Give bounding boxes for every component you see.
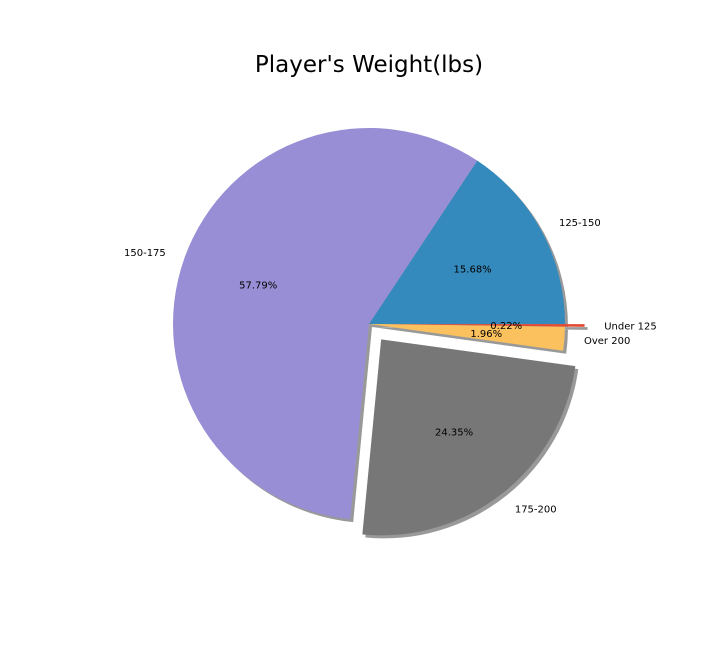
slice-label-under-125: Under 125 — [604, 322, 657, 333]
pct-label-150-175: 57.79% — [239, 281, 277, 292]
pct-label-175-200: 24.35% — [435, 428, 473, 439]
slice-label-150-175: 150-175 — [124, 248, 166, 259]
pct-label-under-125: 0.22% — [490, 321, 522, 332]
slice-150-175 — [172, 127, 478, 520]
pct-label-over-200: 1.96% — [470, 329, 502, 340]
slices — [172, 127, 585, 536]
slice-125-150 — [369, 160, 565, 324]
pct-label-125-150: 15.68% — [454, 264, 492, 275]
slice-label-125-150: 125-150 — [559, 218, 601, 229]
slice-over-200 — [369, 324, 565, 351]
slice-label-175-200: 175-200 — [515, 505, 557, 516]
slice-175-200 — [362, 339, 576, 536]
slice-under-125 — [388, 324, 585, 327]
slice-label-over-200: Over 200 — [584, 336, 630, 347]
slice-labels: 125-150 15.68% 150-175 57.79% 175-200 24.35% O… — [124, 218, 657, 515]
chart-title: Player's Weight(lbs) — [255, 52, 483, 78]
